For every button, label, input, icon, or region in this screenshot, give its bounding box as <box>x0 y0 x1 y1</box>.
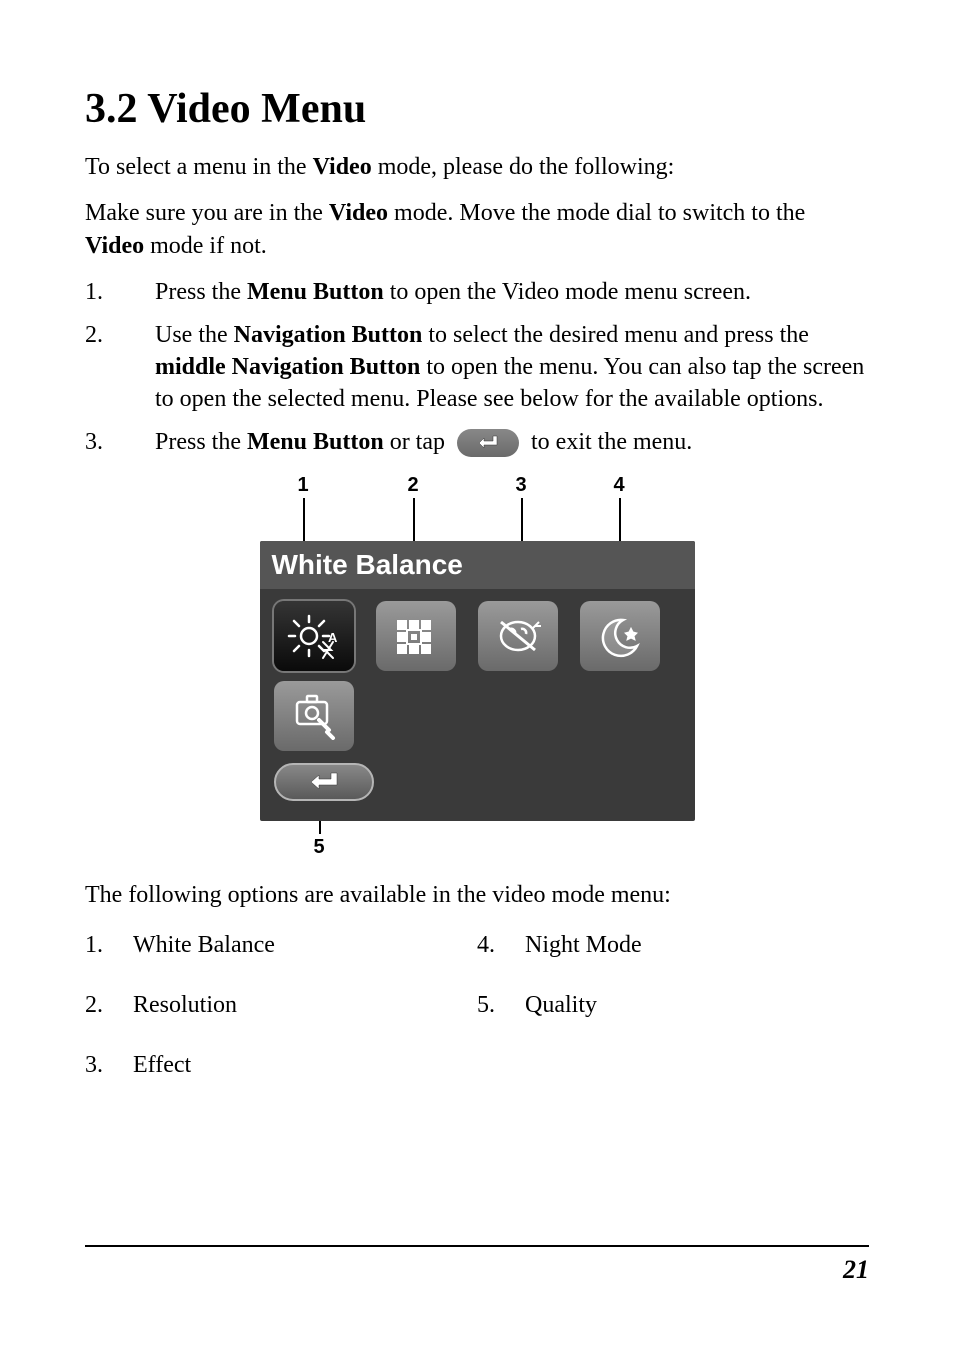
text: to exit the menu. <box>525 429 692 455</box>
steps-list: 1. Press the Menu Button to open the Vid… <box>85 276 869 458</box>
step-number: 3. <box>85 426 155 458</box>
screen-titlebar: White Balance <box>260 541 695 589</box>
text: or tap <box>384 429 451 455</box>
option-number: 3. <box>85 1046 133 1084</box>
night-mode-icon <box>580 601 660 671</box>
step-item: 2. Use the Navigation Button to select t… <box>85 319 869 416</box>
text: middle Navigation Button <box>155 354 420 380</box>
option-label: White Balance <box>133 926 275 964</box>
option-number: 4. <box>477 926 525 964</box>
screen-title: White Balance <box>272 549 463 581</box>
text: Menu Button <box>247 279 384 305</box>
text: Press the <box>155 429 247 455</box>
device-screenshot: 1 2 3 4 5 White Balance A <box>260 476 695 851</box>
device-screen: White Balance A <box>260 541 695 821</box>
text: Video <box>329 200 388 226</box>
text: Video <box>85 233 144 259</box>
text: Use the <box>155 322 234 348</box>
section-heading: 3.2 Video Menu <box>85 85 869 133</box>
text: mode if not. <box>144 233 267 259</box>
intro-paragraph-1: To select a menu in the Video mode, plea… <box>85 151 869 183</box>
step-item: 1. Press the Menu Button to open the Vid… <box>85 276 869 308</box>
text: Navigation Button <box>234 322 423 348</box>
step-number: 1. <box>85 276 155 308</box>
option-number: 2. <box>85 986 133 1024</box>
option-item: 4. Night Mode <box>477 926 869 964</box>
text: Make sure you are in the <box>85 200 329 226</box>
step-item: 3. Press the Menu Button or tap to exit … <box>85 426 869 458</box>
option-item: 3. Effect <box>85 1046 477 1084</box>
step-number: 2. <box>85 319 155 416</box>
option-label: Night Mode <box>525 926 642 964</box>
text: mode. Move the mode dial to switch to th… <box>388 200 805 226</box>
option-item: 5. Quality <box>477 986 869 1024</box>
options-intro: The following options are available in t… <box>85 879 869 911</box>
menu-icon-row: A <box>260 589 695 681</box>
option-number: 1. <box>85 926 133 964</box>
option-item: 1. White Balance <box>85 926 477 964</box>
text: Menu Button <box>247 429 384 455</box>
effect-icon <box>478 601 558 671</box>
callout-4: 4 <box>614 474 625 497</box>
options-col-left: 1. White Balance 2. Resolution 3. Effect <box>85 926 477 1107</box>
options-columns: 1. White Balance 2. Resolution 3. Effect… <box>85 926 869 1107</box>
page-number: 21 <box>843 1255 869 1285</box>
step-text: Use the Navigation Button to select the … <box>155 319 869 416</box>
text: to open the Video mode menu screen. <box>384 279 751 305</box>
option-label: Resolution <box>133 986 237 1024</box>
callout-5: 5 <box>314 836 325 859</box>
option-label: Effect <box>133 1046 191 1084</box>
back-button <box>274 763 374 801</box>
text: Video <box>313 154 372 180</box>
menu-icon-row <box>260 681 695 759</box>
page-footer: 21 <box>85 1245 869 1285</box>
white-balance-icon: A <box>274 601 354 671</box>
option-number: 5. <box>477 986 525 1024</box>
back-icon <box>457 429 519 457</box>
text: Press the <box>155 279 247 305</box>
svg-text:A: A <box>328 630 338 645</box>
intro-paragraph-2: Make sure you are in the Video mode. Mov… <box>85 197 869 262</box>
callout-2: 2 <box>408 474 419 497</box>
step-text: Press the Menu Button or tap to exit the… <box>155 426 869 458</box>
resolution-icon <box>376 601 456 671</box>
step-text: Press the Menu Button to open the Video … <box>155 276 869 308</box>
callout-3: 3 <box>516 474 527 497</box>
callout-1: 1 <box>298 474 309 497</box>
screenshot-container: 1 2 3 4 5 White Balance A <box>85 476 869 851</box>
text: to select the desired menu and press the <box>422 322 809 348</box>
option-label: Quality <box>525 986 597 1024</box>
options-col-right: 4. Night Mode 5. Quality <box>477 926 869 1107</box>
text: To select a menu in the <box>85 154 313 180</box>
quality-icon <box>274 681 354 751</box>
text: mode, please do the following: <box>372 154 675 180</box>
option-item: 2. Resolution <box>85 986 477 1024</box>
